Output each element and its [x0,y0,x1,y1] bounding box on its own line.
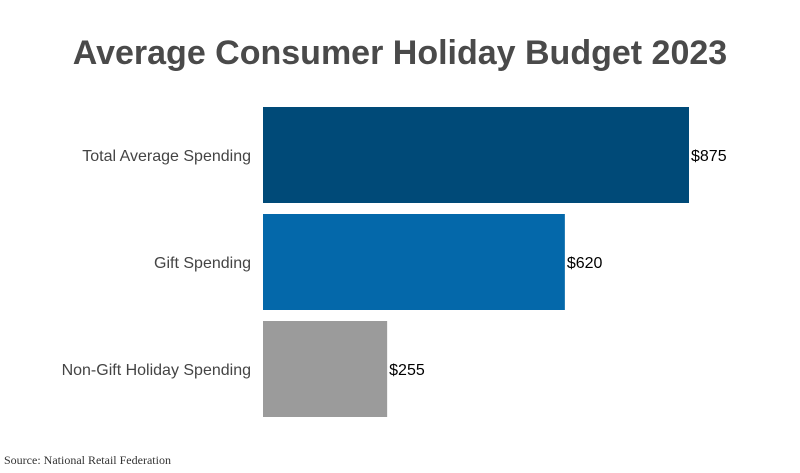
data-label: $620 [567,255,603,272]
source-note: Source: National Retail Federation [4,453,171,467]
bar [263,107,689,203]
data-label: $255 [389,362,425,379]
bar [263,321,388,417]
data-label: $875 [691,148,727,165]
bar [263,214,565,310]
category-label: Total Average Spending [82,148,251,165]
chart-title: Average Consumer Holiday Budget 2023 [72,34,728,72]
category-label: Gift Spending [154,255,251,272]
category-label: Non-Gift Holiday Spending [62,362,251,379]
